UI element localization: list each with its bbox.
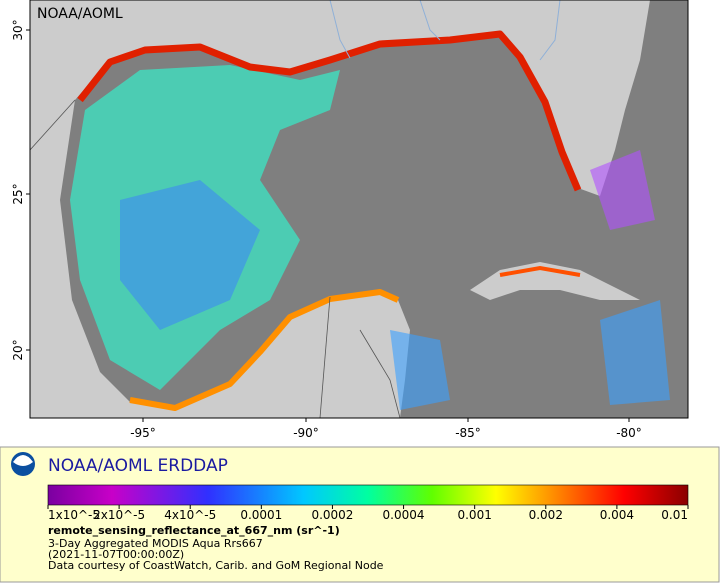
- rivers: [329, 0, 561, 61]
- legend-line: Data courtesy of CoastWatch, Carib. and …: [48, 559, 384, 572]
- ocean-data: [390, 300, 670, 410]
- map-area: [30, 0, 688, 418]
- lat-label: 25°: [11, 183, 25, 204]
- lon-label: -90°: [293, 426, 319, 440]
- legend-line: (2021-11-07T00:00:00Z): [48, 548, 184, 561]
- colorbar-label: 0.0001: [240, 508, 282, 522]
- coastal-high: [499, 265, 581, 277]
- colorbar-label: 0.01: [661, 508, 688, 522]
- map-credit: NOAA/AOML: [37, 6, 123, 22]
- lat-label: 30°: [11, 19, 25, 40]
- colorbar-label: 0.0004: [383, 508, 425, 522]
- colorbar: [47, 484, 689, 506]
- legend-title: NOAA/AOML ERDDAP: [48, 456, 228, 476]
- lon-label: -80°: [616, 426, 642, 440]
- lon-label: -85°: [455, 426, 481, 440]
- plot-frame: [29, 0, 689, 419]
- colorbar-label: 4x10^-5: [164, 508, 216, 522]
- ocean-data: [120, 180, 260, 330]
- ocean-data: [590, 150, 655, 230]
- colorbar-label: 0.004: [600, 508, 634, 522]
- lat-label: 20°: [11, 339, 25, 360]
- variable-name: remote_sensing_reflectance_at_667_nm (sr…: [48, 524, 340, 537]
- colorbar-label: 2x10^-5: [93, 508, 145, 522]
- lon-label: -95°: [130, 426, 156, 440]
- coastal-high: [77, 30, 582, 192]
- legend-line: 3-Day Aggregated MODIS Aqua Rrs667: [48, 537, 263, 550]
- coastal-high: [129, 289, 400, 411]
- borders: [30, 99, 401, 418]
- colorbar-label: 0.002: [529, 508, 563, 522]
- legend-box: [0, 446, 720, 583]
- noaa-logo-bird: [13, 455, 33, 466]
- colorbar-label: 0.001: [457, 508, 491, 522]
- colorbar-label: 1x10^-5: [48, 508, 100, 522]
- colorbar-label: 0.0002: [311, 508, 353, 522]
